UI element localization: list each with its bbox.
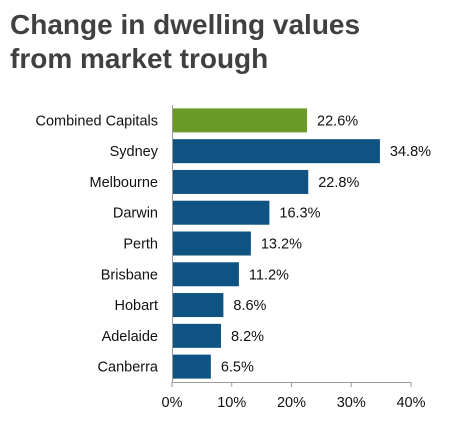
chart-title-line-2: from market trough (10, 43, 269, 74)
bar-1 (172, 139, 380, 164)
value-label: 34.8% (390, 144, 431, 160)
x-tick-label: 20% (277, 395, 306, 411)
x-tick-label: 40% (396, 395, 425, 411)
chart-title-line-1: Change in dwelling values (10, 9, 361, 40)
x-tick-label: 0% (162, 395, 183, 411)
category-label: Canberra (98, 360, 159, 376)
category-label: Combined Capitals (35, 113, 158, 129)
value-label: 8.6% (233, 298, 266, 314)
chart-title: Change in dwelling values from market tr… (10, 8, 450, 76)
value-label: 11.2% (249, 267, 289, 283)
category-label: Hobart (114, 298, 158, 314)
category-label: Adelaide (102, 329, 158, 345)
bar-5 (172, 262, 239, 287)
value-label: 16.3% (279, 206, 320, 222)
category-label: Darwin (113, 206, 158, 222)
bar-8 (172, 354, 211, 379)
bar-6 (172, 293, 224, 318)
category-label: Sydney (110, 144, 159, 160)
value-label: 13.2% (261, 237, 302, 253)
bar-4 (172, 231, 251, 256)
bar-0 (172, 108, 308, 133)
value-label: 22.8% (318, 175, 359, 191)
value-label: 6.5% (221, 360, 254, 376)
bar-3 (172, 200, 270, 225)
bar-7 (172, 323, 221, 348)
x-tick-label: 30% (337, 395, 366, 411)
category-label: Perth (123, 237, 158, 253)
value-label: 8.2% (231, 329, 264, 345)
category-label: Melbourne (89, 175, 158, 191)
bar-2 (172, 169, 309, 194)
value-label: 22.6% (317, 113, 358, 129)
x-tick-label: 10% (217, 395, 246, 411)
category-label: Brisbane (101, 267, 158, 283)
